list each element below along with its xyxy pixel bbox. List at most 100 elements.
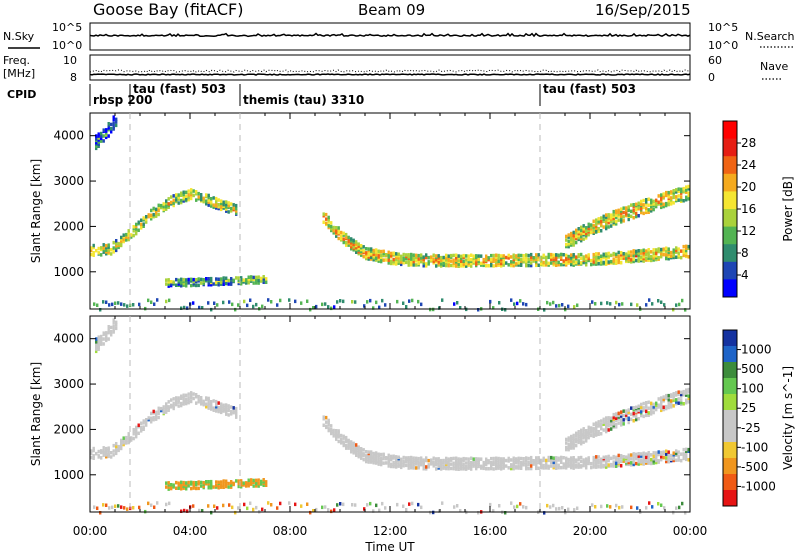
velocity-cell: [665, 393, 668, 398]
power-cell: [635, 211, 638, 216]
velocity-cell: [375, 456, 378, 460]
power-cell: [597, 229, 600, 233]
velocity-cell: [648, 501, 651, 505]
velocity-cell: [250, 480, 253, 485]
power-cell: [180, 306, 183, 310]
power-cell: [682, 249, 685, 253]
power-cell: [205, 202, 208, 206]
power-cell: [612, 251, 615, 256]
velocity-cell: [609, 505, 612, 509]
power-cell: [602, 214, 605, 219]
power-cell: [606, 301, 609, 305]
velocity-cell: [607, 416, 610, 420]
y-tick-label: 3000: [53, 377, 84, 391]
velocity-cell: [642, 451, 645, 455]
power-cell: [252, 275, 255, 280]
power-cell: [422, 255, 425, 259]
power-cell: [645, 249, 648, 253]
velocity-cell: [152, 415, 155, 420]
power-cell: [385, 253, 388, 257]
power-cell: [170, 195, 173, 199]
velocity-cell: [257, 484, 260, 488]
velocity-cell: [375, 461, 378, 465]
velocity-cell: [595, 432, 598, 436]
power-cell: [665, 201, 668, 206]
power-cell: [457, 264, 460, 268]
power-cell: [572, 253, 575, 257]
velocity-cell: [155, 414, 158, 418]
velocity-cell: [125, 435, 128, 440]
velocity-cell: [485, 461, 488, 465]
power-cell: [667, 247, 670, 251]
power-cell: [497, 259, 500, 263]
power-cell: [620, 220, 623, 224]
velocity-cell: [365, 454, 368, 458]
velocity-cell: [195, 482, 198, 487]
power-cell: [497, 256, 500, 260]
power-cell: [610, 224, 613, 228]
power-cell: [587, 228, 590, 232]
velocity-cell: [460, 457, 463, 462]
colorbar-segment: [723, 173, 737, 192]
power-cell: [620, 251, 623, 255]
velocity-cell: [612, 423, 615, 428]
velocity-cell: [580, 437, 583, 442]
velocity-cell: [597, 420, 600, 424]
power-cell: [582, 255, 585, 259]
velocity-cell: [627, 408, 630, 412]
velocity-cell: [687, 390, 690, 394]
power-cell: [332, 225, 335, 230]
power-cell: [635, 251, 638, 256]
power-cell: [177, 195, 180, 199]
power-cell: [502, 260, 505, 264]
velocity-cell: [640, 458, 643, 462]
power-cell: [612, 257, 615, 261]
velocity-cell: [550, 458, 553, 462]
velocity-cell: [620, 456, 623, 460]
power-cell: [467, 257, 470, 262]
power-cell: [540, 261, 543, 266]
velocity-cell: [662, 397, 665, 402]
power-cell: [210, 204, 213, 208]
velocity-cell: [160, 406, 163, 411]
velocity-cell: [105, 336, 108, 340]
velocity-cell: [570, 465, 573, 470]
power-cell: [162, 207, 165, 212]
power-cell: [111, 302, 114, 307]
power-cell: [105, 248, 108, 252]
velocity-cell: [92, 454, 95, 458]
power-cell: [225, 207, 228, 211]
power-cell: [650, 258, 653, 263]
power-cell: [205, 193, 208, 197]
velocity-cell: [685, 449, 688, 453]
power-cell: [180, 198, 183, 203]
power-cell: [432, 259, 435, 264]
power-cell: [515, 256, 518, 260]
velocity-cell: [682, 402, 685, 406]
velocity-cell: [120, 442, 123, 446]
power-cell: [512, 257, 515, 262]
power-cell: [595, 252, 598, 256]
power-cell: [465, 258, 468, 262]
power-cell: [652, 202, 655, 206]
power-cell: [622, 210, 625, 215]
power-cell: [422, 264, 425, 268]
velocity-cell: [165, 404, 168, 408]
power-cell: [410, 261, 413, 266]
velocity-cell: [354, 503, 357, 507]
power-cell: [652, 199, 655, 204]
velocity-cell: [422, 462, 425, 466]
power-cell: [500, 261, 503, 266]
velocity-cell: [375, 459, 378, 463]
power-cell: [185, 197, 188, 201]
power-cell: [675, 255, 678, 259]
velocity-cell: [665, 452, 668, 456]
power-cell: [590, 225, 593, 229]
velocity-cell: [595, 429, 598, 433]
power-cell: [197, 195, 200, 199]
velocity-cell: [557, 466, 560, 470]
power-cell: [607, 225, 610, 229]
power-cell: [617, 214, 620, 218]
velocity-cell: [597, 465, 600, 469]
velocity-cell: [337, 431, 340, 435]
